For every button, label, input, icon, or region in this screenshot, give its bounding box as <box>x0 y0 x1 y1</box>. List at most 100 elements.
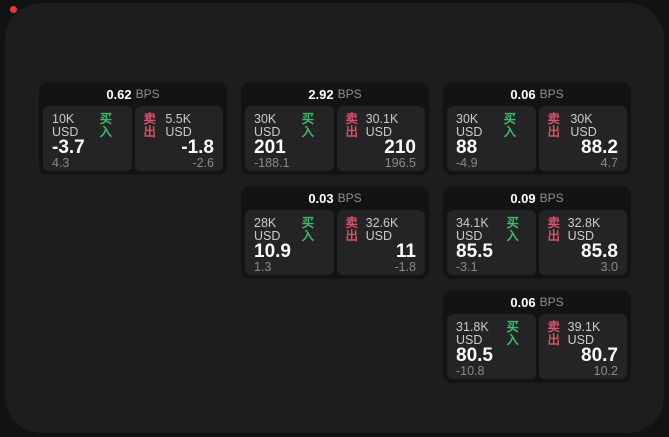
bps-unit-label: BPS <box>539 191 564 205</box>
buy-sub-value: -3.1 <box>456 260 478 274</box>
buy-main-value: 88 <box>456 137 478 158</box>
quote-card: 0.62 BPS 10K USD 买入 -3.7 4.3 卖出 5.5K USD… <box>39 82 227 175</box>
quote-card-body: 31.8K USD 买入 80.5 -10.8 卖出 39.1K USD 80.… <box>443 314 631 379</box>
buy-tile[interactable]: 31.8K USD 买入 80.5 -10.8 <box>447 314 536 379</box>
buy-tag: 买入 <box>506 320 519 347</box>
bps-value: 0.62 <box>106 86 132 102</box>
buy-sub-value: 4.3 <box>52 156 70 170</box>
sell-tag: 卖出 <box>547 216 561 243</box>
bps-header: 2.92 BPS <box>241 82 429 106</box>
buy-main-value: 10.9 <box>254 241 291 262</box>
sell-tile-top: 卖出 32.6K USD <box>346 217 417 242</box>
buy-tile[interactable]: 10K USD 买入 -3.7 4.3 <box>43 106 132 171</box>
buy-size-label: 30K USD <box>254 112 281 139</box>
sell-size-label: 32.6K USD <box>365 216 399 243</box>
sell-sub-value: 3.0 <box>600 260 618 274</box>
buy-tile[interactable]: 28K USD 买入 10.9 1.3 <box>245 210 334 275</box>
buy-tag: 买入 <box>301 216 315 243</box>
sell-tag: 卖出 <box>143 112 157 139</box>
bps-unit-label: BPS <box>337 87 362 101</box>
buy-size-label: 30K USD <box>456 112 483 139</box>
sell-tile[interactable]: 卖出 30.1K USD 210 196.5 <box>336 106 425 171</box>
sell-main-value: 88.2 <box>581 137 618 158</box>
buy-sub-value: -4.9 <box>456 156 478 170</box>
sell-size-label: 30.1K USD <box>365 112 399 139</box>
quote-card: 0.06 BPS 30K USD 买入 88 -4.9 卖出 30K USD 8… <box>443 82 631 175</box>
sell-tile-top: 卖出 39.1K USD <box>548 321 619 346</box>
buy-size-label: 28K USD <box>254 216 281 243</box>
sell-tile[interactable]: 卖出 39.1K USD 80.7 10.2 <box>538 314 627 379</box>
bps-value: 0.06 <box>510 86 536 102</box>
quote-card-body: 34.1K USD 买入 85.5 -3.1 卖出 32.8K USD 85.8… <box>443 210 631 275</box>
bps-unit-label: BPS <box>539 87 564 101</box>
quote-card-body: 30K USD 买入 201 -188.1 卖出 30.1K USD 210 1… <box>241 106 429 171</box>
sell-main-value: 11 <box>395 241 416 262</box>
bps-unit-label: BPS <box>337 191 362 205</box>
buy-main-value: 85.5 <box>456 241 493 262</box>
buy-tag: 买入 <box>99 112 113 139</box>
buy-tile[interactable]: 34.1K USD 买入 85.5 -3.1 <box>447 210 536 275</box>
bps-header: 0.06 BPS <box>443 290 631 314</box>
sell-size-label: 30K USD <box>570 112 597 139</box>
buy-size-label: 10K USD <box>52 112 79 139</box>
sell-sub-value: -2.6 <box>192 156 214 170</box>
quote-card: 0.03 BPS 28K USD 买入 10.9 1.3 卖出 32.6K US… <box>241 186 429 279</box>
sell-tile-top: 卖出 30.1K USD <box>346 113 417 138</box>
sell-size-label: 5.5K USD <box>165 112 192 139</box>
buy-sub-value: -10.8 <box>456 364 485 378</box>
quote-card: 0.09 BPS 34.1K USD 买入 85.5 -3.1 卖出 32.8K… <box>443 186 631 279</box>
buy-main-value: 201 <box>254 137 286 158</box>
sell-tile-top: 卖出 32.8K USD <box>548 217 619 242</box>
buy-sub-value: -188.1 <box>254 156 290 170</box>
sell-tile-top: 卖出 30K USD <box>548 113 619 138</box>
buy-tile[interactable]: 30K USD 买入 201 -188.1 <box>245 106 334 171</box>
buy-tile-top: 30K USD 买入 <box>456 113 527 138</box>
main-panel: 0.62 BPS 10K USD 买入 -3.7 4.3 卖出 5.5K USD… <box>5 3 664 433</box>
bps-value: 0.03 <box>308 190 334 206</box>
bps-value: 0.09 <box>510 190 536 206</box>
buy-tile-top: 30K USD 买入 <box>254 113 325 138</box>
sell-sub-value: 4.7 <box>600 156 618 170</box>
quote-card-body: 30K USD 买入 88 -4.9 卖出 30K USD 88.2 4.7 <box>443 106 631 171</box>
sell-size-label: 39.1K USD <box>567 320 601 347</box>
buy-size-label: 34.1K USD <box>456 216 489 243</box>
sell-tile[interactable]: 卖出 32.6K USD 11 -1.8 <box>336 210 425 275</box>
sell-sub-value: -1.8 <box>394 260 416 274</box>
sell-tile[interactable]: 卖出 30K USD 88.2 4.7 <box>538 106 627 171</box>
quote-card: 0.06 BPS 31.8K USD 买入 80.5 -10.8 卖出 39.1… <box>443 290 631 383</box>
buy-sub-value: 1.3 <box>254 260 272 274</box>
sell-main-value: 85.8 <box>581 241 618 262</box>
sell-sub-value: 10.2 <box>593 364 618 378</box>
buy-tag: 买入 <box>503 112 517 139</box>
quote-card-body: 10K USD 买入 -3.7 4.3 卖出 5.5K USD -1.8 -2.… <box>39 106 227 171</box>
buy-tile[interactable]: 30K USD 买入 88 -4.9 <box>447 106 536 171</box>
buy-main-value: -3.7 <box>52 137 85 158</box>
sell-size-label: 32.8K USD <box>567 216 601 243</box>
sell-main-value: 80.7 <box>581 345 618 366</box>
bps-value: 0.06 <box>510 294 536 310</box>
bps-header: 0.09 BPS <box>443 186 631 210</box>
buy-main-value: 80.5 <box>456 345 493 366</box>
buy-tile-top: 10K USD 买入 <box>52 113 123 138</box>
sell-tag: 卖出 <box>547 320 561 347</box>
bps-value: 2.92 <box>308 86 334 102</box>
record-dot-icon <box>10 6 17 13</box>
sell-tag: 卖出 <box>345 112 359 139</box>
buy-tag: 买入 <box>301 112 315 139</box>
buy-size-label: 31.8K USD <box>456 320 489 347</box>
sell-sub-value: 196.5 <box>384 156 416 170</box>
bps-header: 0.06 BPS <box>443 82 631 106</box>
bps-unit-label: BPS <box>539 295 564 309</box>
sell-tag: 卖出 <box>547 112 561 139</box>
quote-card: 2.92 BPS 30K USD 买入 201 -188.1 卖出 30.1K … <box>241 82 429 175</box>
sell-main-value: -1.8 <box>181 137 214 158</box>
bps-unit-label: BPS <box>135 87 160 101</box>
sell-tile[interactable]: 卖出 32.8K USD 85.8 3.0 <box>538 210 627 275</box>
buy-tile-top: 28K USD 买入 <box>254 217 325 242</box>
sell-tile[interactable]: 卖出 5.5K USD -1.8 -2.6 <box>134 106 223 171</box>
bps-header: 0.62 BPS <box>39 82 227 106</box>
sell-tag: 卖出 <box>345 216 359 243</box>
sell-main-value: 210 <box>384 137 416 158</box>
bps-header: 0.03 BPS <box>241 186 429 210</box>
buy-tag: 买入 <box>506 216 519 243</box>
